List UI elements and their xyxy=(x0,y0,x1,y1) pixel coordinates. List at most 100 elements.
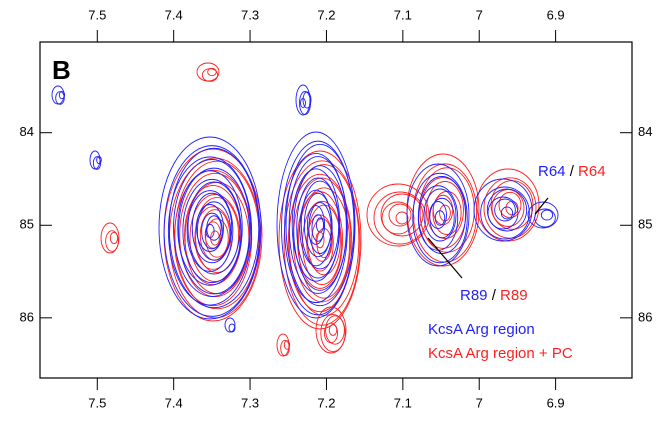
contour-line xyxy=(505,200,519,216)
pointer xyxy=(427,237,463,279)
contour-line xyxy=(540,209,554,221)
x-tick-label: 7.4 xyxy=(165,395,183,410)
contour-line xyxy=(299,91,311,115)
contour-line xyxy=(308,202,332,254)
contour-line xyxy=(281,140,355,316)
x-tick-label: 7.1 xyxy=(394,395,412,410)
contour-line xyxy=(328,324,338,336)
annotation-sep: / xyxy=(566,163,579,180)
contour-line xyxy=(276,333,290,357)
annotation-red: R64 xyxy=(578,163,606,180)
contour-line xyxy=(320,313,346,353)
y-tick-label: 84 xyxy=(20,124,34,139)
contour-line xyxy=(299,189,333,267)
contour-line xyxy=(307,204,341,276)
contour-line xyxy=(100,222,120,254)
contour-line xyxy=(429,201,447,229)
contour-line xyxy=(283,340,291,350)
x-tick-label: 7.3 xyxy=(241,7,259,22)
contour-line xyxy=(168,147,260,309)
contour-line xyxy=(366,183,430,247)
x-tick-label: 7.4 xyxy=(165,7,183,22)
contour-line xyxy=(109,231,119,245)
contour-line xyxy=(426,181,464,239)
contour-line xyxy=(189,194,241,282)
contour-line xyxy=(89,150,101,170)
contour-line xyxy=(486,188,528,232)
annotation: R89 / R89 xyxy=(460,287,528,304)
x-tick-label: 7.1 xyxy=(394,7,412,22)
contour-line xyxy=(423,188,457,242)
contour-line xyxy=(177,170,243,286)
contour-line xyxy=(105,230,119,252)
contour-line xyxy=(432,194,454,226)
x-tick-label: 6.9 xyxy=(547,395,565,410)
contour-line xyxy=(297,187,351,299)
annotation-red: R89 xyxy=(500,287,528,304)
contour-line xyxy=(58,90,66,100)
contour-line xyxy=(204,221,222,249)
contour-line xyxy=(487,196,519,230)
panel-label: B xyxy=(52,55,71,85)
annotation-blue: R64 xyxy=(538,163,566,180)
contours xyxy=(51,62,559,357)
contour-line xyxy=(288,156,348,294)
contour-line xyxy=(51,85,65,105)
contour-line xyxy=(201,212,223,250)
contour-line xyxy=(278,150,362,330)
annotation: R64 / R64 xyxy=(538,163,606,180)
x-tick-label: 7 xyxy=(476,7,483,22)
contour-line xyxy=(500,206,514,220)
contour-line xyxy=(473,178,533,242)
annotation-blue: R89 xyxy=(460,287,488,304)
x-tick-label: 6.9 xyxy=(547,7,565,22)
contour-line xyxy=(315,306,347,354)
contour-line xyxy=(311,214,325,242)
contour-line xyxy=(187,181,241,275)
y-tick-label: 86 xyxy=(20,309,34,324)
contour-line xyxy=(173,159,251,297)
y-tick-label: 85 xyxy=(638,217,652,232)
contour-line xyxy=(323,322,339,344)
contour-line xyxy=(306,205,326,245)
contour-line xyxy=(439,204,451,222)
contour-line xyxy=(527,201,559,229)
contour-line xyxy=(178,167,250,295)
contour-line xyxy=(186,190,234,272)
x-tick-label: 7.3 xyxy=(241,395,259,410)
x-tick-label: 7.5 xyxy=(88,7,106,22)
contour-line xyxy=(228,323,236,333)
contour-line xyxy=(196,204,224,252)
pointer xyxy=(534,197,549,215)
contour-line xyxy=(191,192,233,264)
contour-line xyxy=(494,198,516,222)
contour-line xyxy=(285,143,355,307)
contour-line xyxy=(196,201,232,261)
contour-line xyxy=(303,192,333,258)
contour-line xyxy=(224,317,236,333)
contour-line xyxy=(491,189,525,227)
x-tick-label: 7 xyxy=(476,395,483,410)
contour-line xyxy=(207,67,217,77)
contour-line xyxy=(288,164,360,316)
contour-line xyxy=(167,156,253,306)
contour-line xyxy=(373,191,427,245)
contour-line xyxy=(302,91,312,109)
contour-line xyxy=(381,201,415,235)
contour-line xyxy=(287,173,353,313)
contour-line xyxy=(293,165,347,291)
contour-line xyxy=(480,186,530,240)
legend-entry: KcsA Arg region + PC xyxy=(428,345,573,362)
contour-line xyxy=(395,211,409,225)
annotation-sep: / xyxy=(488,287,501,304)
contour-line xyxy=(300,98,306,108)
contour-line xyxy=(276,131,356,319)
contour-line xyxy=(182,178,242,284)
legend-entry: KcsA Arg region xyxy=(428,321,535,338)
x-tick-label: 7.2 xyxy=(317,7,335,22)
contour-line xyxy=(434,210,446,226)
contour-line xyxy=(296,177,340,279)
x-tick-label: 7.2 xyxy=(317,395,335,410)
contour-line xyxy=(412,172,468,264)
